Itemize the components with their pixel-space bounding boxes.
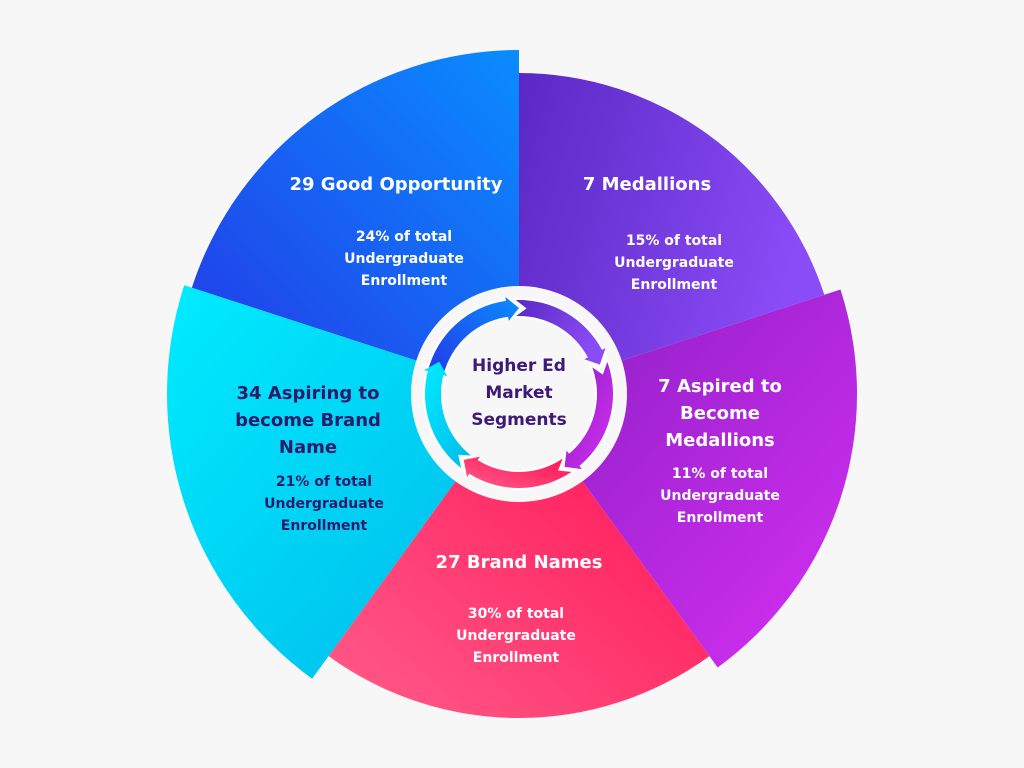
- subtitle-line: Enrollment: [630, 277, 718, 293]
- center-title: Higher Ed Market Segments: [471, 353, 567, 434]
- subtitle-line: 15% of total: [625, 233, 723, 249]
- subtitle-line: Undergraduate: [264, 496, 384, 512]
- subtitle-line: Enrollment: [280, 518, 368, 534]
- segment-title: 29 Good Opportunity: [289, 174, 503, 195]
- title-line: Medallions: [665, 430, 775, 451]
- title-line: become Brand: [235, 410, 381, 431]
- center-title-line: Market: [485, 383, 553, 403]
- good-opportunity-subtitle: 24% of total Undergraduate Enrollment: [344, 226, 464, 292]
- good-opportunity-label: 29 Good Opportunity: [289, 171, 502, 198]
- medallions-wedge: [519, 73, 825, 394]
- aspired-to-become-medallions-subtitle: 11% of total Undergraduate Enrollment: [660, 463, 780, 529]
- subtitle-line: Undergraduate: [660, 488, 780, 504]
- center-title-line: Higher Ed: [472, 356, 566, 376]
- subtitle-line: Undergraduate: [456, 628, 576, 644]
- cycle-arrow-icon: [423, 361, 471, 469]
- subtitle-line: Enrollment: [360, 273, 448, 289]
- cycle-arrow-icon: [564, 361, 613, 470]
- subtitle-line: 30% of total: [467, 606, 565, 622]
- medallions-subtitle: 15% of total Undergraduate Enrollment: [614, 230, 734, 296]
- subtitle-line: 11% of total: [671, 466, 769, 482]
- subtitle-line: Enrollment: [676, 510, 764, 526]
- brand-names-label: 27 Brand Names: [436, 549, 603, 576]
- brand-names-wedge: [328, 394, 710, 719]
- subtitle-line: Undergraduate: [614, 255, 734, 271]
- cycle-arrow-icon: [463, 456, 572, 488]
- title-line: 34 Aspiring to: [236, 383, 380, 404]
- aspiring-to-become-brand-name-label: 34 Aspiring to become Brand Name: [235, 380, 381, 461]
- cycle-arrow-icon: [515, 299, 606, 365]
- subtitle-line: Undergraduate: [344, 251, 464, 267]
- title-line: 7 Aspired to: [658, 376, 782, 397]
- subtitle-line: 21% of total: [275, 474, 373, 490]
- good-opportunity-wedge: [191, 50, 520, 394]
- subtitle-line: Enrollment: [472, 650, 560, 666]
- aspired-to-become-medallions-label: 7 Aspired to Become Medallions: [658, 373, 782, 454]
- brand-names-subtitle: 30% of total Undergraduate Enrollment: [456, 603, 576, 669]
- segment-title: 7 Medallions: [582, 174, 712, 195]
- medallions-label: 7 Medallions: [583, 171, 711, 198]
- title-line: Name: [278, 437, 338, 458]
- title-line: Become: [680, 403, 760, 424]
- aspiring-to-become-brand-name-subtitle: 21% of total Undergraduate Enrollment: [264, 471, 384, 537]
- subtitle-line: 24% of total: [355, 229, 453, 245]
- segment-title: 27 Brand Names: [435, 552, 603, 573]
- cycle-arrow-icon: [427, 296, 519, 376]
- center-disc: [443, 318, 595, 470]
- center-title-line: Segments: [471, 410, 567, 430]
